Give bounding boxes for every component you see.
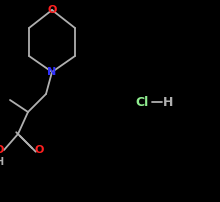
Text: O: O [47, 5, 57, 15]
Text: O: O [34, 145, 44, 155]
Text: O: O [0, 145, 4, 155]
Text: Cl: Cl [135, 96, 149, 108]
Text: H: H [163, 96, 173, 108]
Text: N: N [47, 67, 57, 77]
Text: H: H [0, 157, 3, 167]
